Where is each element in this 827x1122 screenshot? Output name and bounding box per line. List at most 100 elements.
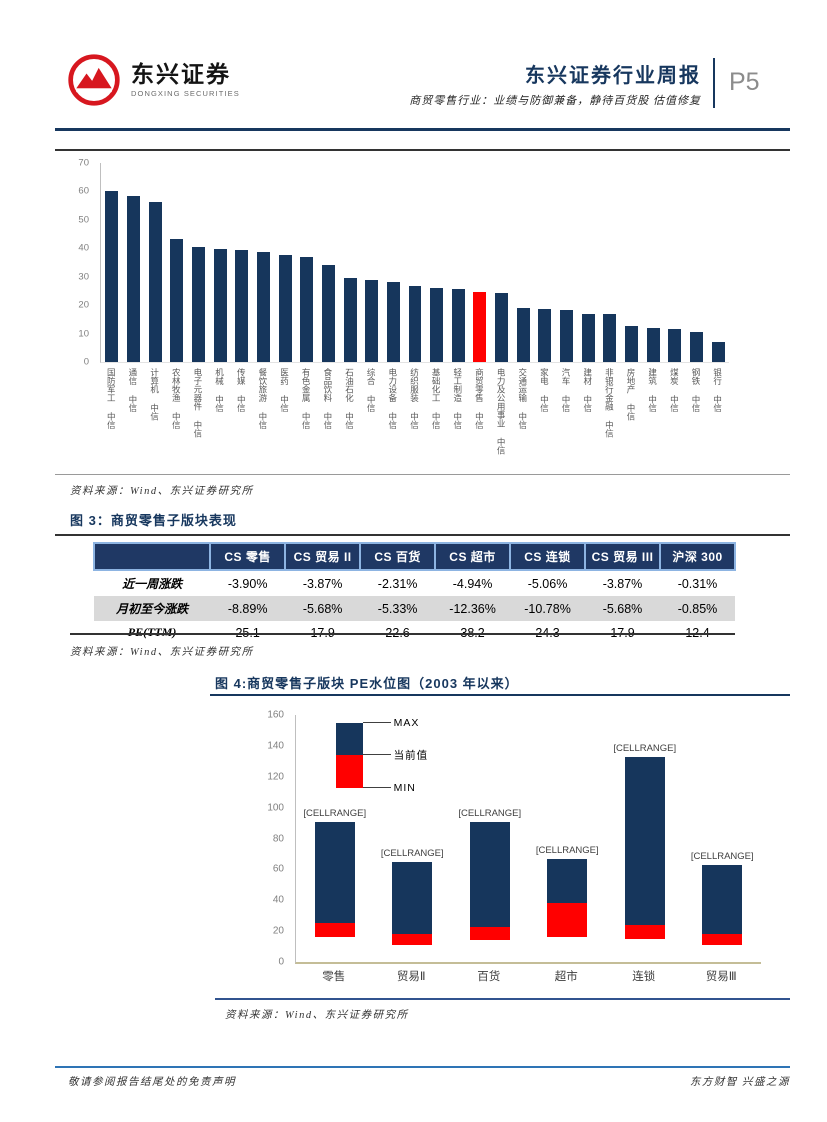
legend-label: MIN bbox=[393, 781, 416, 794]
x-axis-label-slot: 基础化工 中信 bbox=[425, 368, 447, 474]
x-axis-tick-label: 轻工制造 中信 bbox=[452, 368, 463, 429]
table-cell: -8.89% bbox=[210, 596, 286, 621]
x-axis-tick-label: 钢铁 中信 bbox=[690, 368, 701, 412]
figure1-bottom-rule bbox=[55, 474, 790, 475]
footer-disclaimer: 敬请参阅报告结尾处的免责声明 bbox=[68, 1077, 236, 1088]
x-axis-tick-label: 国防军工 中信 bbox=[106, 368, 117, 429]
x-axis-label-slot: 食品饮料 中信 bbox=[317, 368, 339, 474]
table-cell: 22.6 bbox=[360, 621, 435, 644]
chart2-bar-label: [CELLRANGE] bbox=[303, 807, 367, 819]
x-axis-tick-label: 商贸零售 中信 bbox=[474, 368, 485, 429]
chart1-y-axis: 0 10 20 30 40 50 60 70 bbox=[55, 158, 99, 368]
chart2-bar-label: [CELLRANGE] bbox=[380, 847, 444, 859]
x-axis-tick-label: 煤炭 中信 bbox=[669, 368, 680, 412]
x-axis-tick-label: 贸易Ⅱ bbox=[396, 971, 426, 983]
table-cell: -0.31% bbox=[677, 576, 718, 591]
x-axis-tick-label: 机械 中信 bbox=[214, 368, 225, 412]
x-axis-label-slot: 纺织服装 中信 bbox=[403, 368, 425, 474]
chart1-bar bbox=[690, 332, 703, 362]
y-axis-tick-label: 50 bbox=[78, 214, 89, 226]
y-axis-tick-label: 60 bbox=[272, 863, 284, 875]
chart1-bar bbox=[473, 292, 487, 362]
chart1-bar bbox=[105, 190, 119, 362]
chart1-bar bbox=[365, 280, 379, 362]
y-axis-tick-label: 10 bbox=[78, 328, 89, 340]
x-axis-tick-label: 连锁 bbox=[632, 971, 656, 983]
chart1-x-axis: 国防军工 中信 通信 中信 计算机 中信 农林牧渔 中信 电子元器件 中信 机械 中信 传媒… bbox=[100, 366, 728, 472]
x-axis-tick-label: 非银行金融 中信 bbox=[604, 368, 615, 438]
sector-pe-bar-chart: 0 10 20 30 40 50 60 70 国防军工 中信 通信 中信 计算机 中信 农林牧渔 中… bbox=[55, 157, 790, 473]
brand-text-block: 东兴证券 DONGXING SECURITIES bbox=[131, 62, 240, 98]
table-cell: -4.94% bbox=[452, 576, 493, 591]
x-axis-label-slot: 房地产 中信 bbox=[620, 368, 642, 474]
chart2-range-bar bbox=[314, 821, 355, 938]
figure3-title: 图 3：商贸零售子版块表现 bbox=[70, 513, 237, 528]
chart1-bar bbox=[191, 246, 205, 362]
legend-label: 当前值 bbox=[393, 749, 429, 762]
table-corner-cell bbox=[92, 542, 212, 571]
table-row-label: PE(TTM) bbox=[127, 625, 177, 639]
x-axis-label-slot: 交通运输 中信 bbox=[511, 368, 533, 474]
chart1-bar bbox=[235, 250, 249, 362]
chart2-current-segment bbox=[547, 903, 588, 938]
x-axis-label-slot: 汽车 中信 bbox=[555, 368, 577, 474]
y-axis-tick-label: 60 bbox=[78, 185, 89, 197]
figure3-bottom-rule bbox=[70, 633, 735, 635]
chart1-bar bbox=[386, 282, 400, 362]
x-axis-label-slot: 电子元器件 中信 bbox=[187, 368, 209, 474]
x-axis-label-slot: 农林牧渔 中信 bbox=[165, 368, 187, 474]
subsector-performance-table: CS 零售 CS 贸易 II CS 百货 CS 超市 CS 连锁 CS 贸易 III 沪深 … bbox=[92, 542, 737, 644]
x-axis-tick-label: 电子元器件 中信 bbox=[192, 368, 203, 438]
x-axis-label-slot: 家电 中信 bbox=[533, 368, 555, 474]
figure4-source: 资料来源：Wind、东兴证券研究所 bbox=[225, 1010, 409, 1021]
dongxing-logo-icon bbox=[66, 52, 122, 108]
chart1-bar bbox=[451, 288, 465, 362]
table-row-label: 月初至今涨跌 bbox=[94, 596, 211, 621]
x-axis-label-slot: 轻工制造 中信 bbox=[446, 368, 468, 474]
x-axis-label-slot: 电力及公用事业 中信 bbox=[490, 368, 512, 474]
x-axis-label-slot: 石油石化 中信 bbox=[338, 368, 360, 474]
y-axis-tick-label: 30 bbox=[78, 271, 89, 283]
chart2-bar-label: [CELLRANGE] bbox=[690, 850, 754, 862]
chart1-bar bbox=[148, 202, 162, 362]
chart2-plot-area: [CELLRANGE] [CELLRANGE] [CELLRANGE] [CELLRA… bbox=[295, 715, 761, 964]
x-axis-label-slot: 机械 中信 bbox=[208, 368, 230, 474]
chart2-range-bar bbox=[702, 864, 743, 946]
figure1-source: 资料来源：Wind、东兴证券研究所 bbox=[70, 486, 254, 497]
x-axis-tick-label: 建材 中信 bbox=[582, 368, 593, 412]
table-column-header: 沪深 300 bbox=[658, 542, 737, 571]
table-row: PE(TTM)25.117.922.638.224.317.912.4 bbox=[94, 621, 735, 644]
table-cell: -2.31% bbox=[377, 576, 418, 591]
chart1-bar bbox=[495, 292, 509, 362]
table-cell: -5.33% bbox=[360, 596, 436, 621]
chart2-range-bar bbox=[392, 861, 433, 946]
x-axis-tick-label: 建筑 中信 bbox=[647, 368, 658, 412]
table-column-header: CS 百货 bbox=[359, 542, 437, 571]
chart2-current-segment bbox=[702, 934, 743, 946]
chart1-bar bbox=[711, 342, 725, 362]
table-row: 月初至今涨跌 -8.89% -5.68% -5.33% -12.36% -10.78% -5… bbox=[94, 596, 735, 621]
x-axis-tick-label: 计算机 中信 bbox=[149, 368, 160, 421]
chart2-range-bar bbox=[469, 821, 510, 941]
x-axis-tick-label: 传媒 中信 bbox=[236, 368, 247, 412]
report-title: 东兴证券行业周报 bbox=[525, 65, 701, 87]
chart1-bar bbox=[646, 328, 660, 362]
x-axis-tick-label: 零售 bbox=[322, 971, 346, 983]
chart2-current-segment bbox=[314, 923, 355, 938]
table-cell: -5.06% bbox=[527, 576, 568, 591]
chart1-bar bbox=[668, 329, 682, 362]
chart1-bar bbox=[278, 254, 292, 362]
x-axis-label-slot: 电力设备 中信 bbox=[382, 368, 404, 474]
x-axis-tick-label: 医药 中信 bbox=[279, 368, 290, 412]
y-axis-tick-label: 40 bbox=[272, 894, 284, 906]
x-axis-tick-label: 食品饮料 中信 bbox=[322, 368, 333, 429]
chart2-current-segment bbox=[469, 927, 510, 941]
chart2-bar-label: [CELLRANGE] bbox=[535, 844, 599, 856]
x-axis-tick-label: 通信 中信 bbox=[127, 368, 138, 412]
x-axis-label-slot: 建筑 中信 bbox=[641, 368, 663, 474]
chart1-bar bbox=[408, 286, 422, 362]
pe-water-level-chart: 0 20 40 60 80 100 120 140 160 [CELLRANGE] [CELLRA… bbox=[250, 702, 780, 1002]
x-axis-tick-label: 汽车 中信 bbox=[561, 368, 572, 412]
chart2-range-bar bbox=[624, 756, 665, 939]
x-axis-tick-label: 房地产 中信 bbox=[626, 368, 636, 421]
